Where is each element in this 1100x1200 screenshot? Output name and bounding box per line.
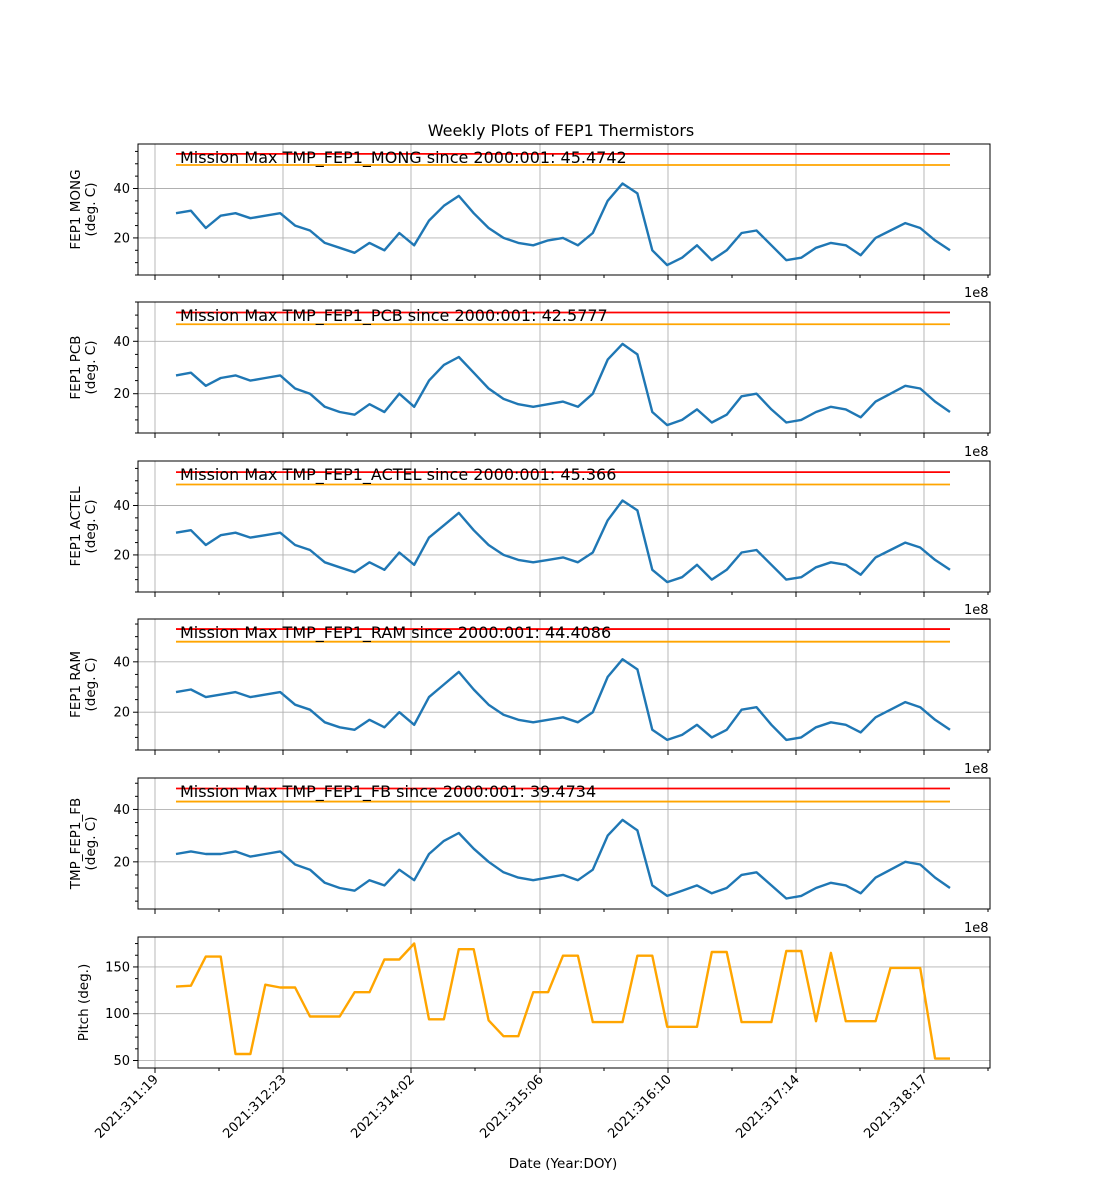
x-tick-label: 2021:317:14 xyxy=(733,1072,802,1141)
series-line xyxy=(175,658,951,742)
axes-frame xyxy=(137,618,991,751)
panel-5: 20 40 TMP_FEP1_FB (deg. C) Mission Max TMP_F… xyxy=(68,762,991,914)
y-tick-label: 20 xyxy=(113,706,130,721)
series-line xyxy=(175,499,951,584)
panel-6: 50 100 150 Pitch (deg.) 1e8 xyxy=(76,921,991,1073)
x-tick-label: 2021:315:06 xyxy=(477,1072,546,1141)
y-tick-label: 40 xyxy=(113,803,130,818)
axes-frame xyxy=(137,460,991,593)
axis-offset-text: 1e8 xyxy=(964,286,989,301)
panel-4: 20 40 FEP1 RAM (deg. C) Mission Max TMP_FEP1… xyxy=(68,603,991,755)
axis-offset-text: 1e8 xyxy=(964,445,989,460)
axes-frame xyxy=(137,777,991,910)
y-tick-label: 20 xyxy=(113,231,130,246)
x-tick-label: 2021:318:17 xyxy=(861,1072,930,1141)
y-axis-label: FEP1 MONG xyxy=(68,169,84,249)
panel-1: 20 40 FEP1 MONG (deg. C) Mission Max TMP_FEP… xyxy=(68,143,991,280)
x-tick-label: 2021:311:19 xyxy=(92,1072,161,1141)
y-tick-label: 20 xyxy=(113,855,130,870)
y-tick-label: 40 xyxy=(113,655,130,670)
panel-2: 20 40 FEP1 PCB (deg. C) Mission Max TMP_FEP1… xyxy=(68,286,991,438)
axis-offset-text: 1e8 xyxy=(964,762,989,777)
y-axis-label: FEP1 PCB xyxy=(68,335,84,399)
y-axis-label: FEP1 RAM xyxy=(68,651,84,718)
series-line xyxy=(175,182,951,267)
figure-title: Weekly Plots of FEP1 Thermistors xyxy=(428,121,695,140)
mission-max-annotation: Mission Max TMP_FEP1_PCB since 2000:001:… xyxy=(180,306,608,326)
series-line xyxy=(175,942,950,1060)
x-axis: 2021:311:19 2021:312:23 2021:314:02 2021:31… xyxy=(92,1072,930,1141)
x-tick-label: 2021:314:02 xyxy=(348,1072,417,1141)
y-tick-label: 20 xyxy=(113,387,130,402)
y-axis-label: (deg. C) xyxy=(83,658,99,712)
y-tick-label: 150 xyxy=(105,960,130,975)
x-tick-label: 2021:316:10 xyxy=(605,1072,674,1141)
series-line xyxy=(175,818,951,900)
x-tick-label: 2021:312:23 xyxy=(220,1072,289,1141)
mission-max-annotation: Mission Max TMP_FEP1_MONG since 2000:001… xyxy=(180,148,627,168)
y-tick-label: 40 xyxy=(113,182,130,197)
mission-max-annotation: Mission Max TMP_FEP1_RAM since 2000:001:… xyxy=(180,623,611,643)
mission-max-annotation: Mission Max TMP_FEP1_FB since 2000:001: … xyxy=(180,782,596,802)
mission-max-annotation: Mission Max TMP_FEP1_ACTEL since 2000:00… xyxy=(180,465,616,485)
y-tick-label: 100 xyxy=(105,1007,130,1022)
y-axis-label: (deg. C) xyxy=(83,183,99,237)
y-axis-label: (deg. C) xyxy=(83,500,99,554)
y-axis-label: FEP1 ACTEL xyxy=(68,486,84,567)
y-axis-label: (deg. C) xyxy=(83,817,99,871)
y-tick-label: 20 xyxy=(113,548,130,563)
y-tick-label: 40 xyxy=(113,499,130,514)
x-axis-label: Date (Year:DOY) xyxy=(509,1156,618,1172)
y-tick-label: 50 xyxy=(113,1054,130,1069)
y-axis-label: TMP_FEP1_FB xyxy=(68,798,84,891)
axis-offset-text: 1e8 xyxy=(964,603,989,618)
axes-frame xyxy=(137,143,991,276)
y-axis-label: (deg. C) xyxy=(83,341,99,395)
axis-offset-text: 1e8 xyxy=(964,921,989,936)
y-tick-label: 40 xyxy=(113,335,130,350)
y-axis-label: Pitch (deg.) xyxy=(76,964,92,1041)
series-line xyxy=(175,342,951,427)
panel-3: 20 40 FEP1 ACTEL (deg. C) Mission Max TMP_FE… xyxy=(68,445,991,597)
